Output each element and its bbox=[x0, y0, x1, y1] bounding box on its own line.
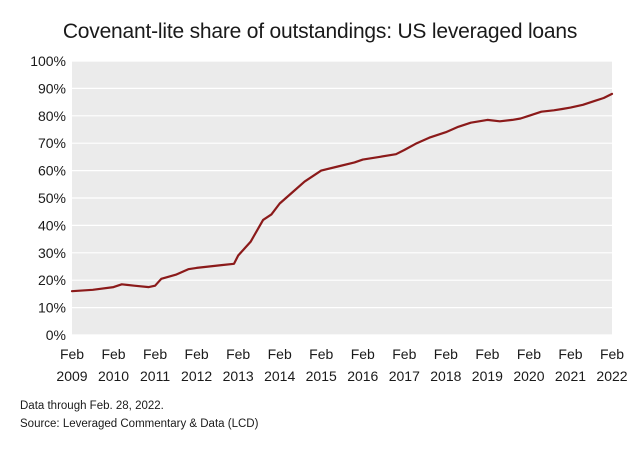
y-tick-label: 50% bbox=[38, 190, 66, 206]
y-tick-label: 0% bbox=[46, 327, 66, 343]
x-tick-month-label: Feb bbox=[558, 346, 582, 362]
x-axis-ticks: Feb 2009 Feb 2010 Feb 2011 Feb 2012 Feb 2013 Feb 20… bbox=[56, 346, 627, 384]
y-tick-label: 40% bbox=[38, 217, 66, 233]
x-tick-year-label: 2010 bbox=[98, 368, 129, 384]
x-tick-month-label: Feb bbox=[309, 346, 333, 362]
data-through-note: Data through Feb. 28, 2022. bbox=[20, 400, 164, 412]
x-tick-month-label: Feb bbox=[185, 346, 209, 362]
y-tick-label: 100% bbox=[30, 53, 66, 69]
y-tick-label: 70% bbox=[38, 135, 66, 151]
x-tick-month-label: Feb bbox=[434, 346, 458, 362]
x-tick-year-label: 2017 bbox=[389, 368, 420, 384]
x-tick-month-label: Feb bbox=[351, 346, 375, 362]
x-tick-year-label: 2015 bbox=[306, 368, 337, 384]
x-tick-year-label: 2016 bbox=[347, 368, 378, 384]
x-tick-month-label: Feb bbox=[517, 346, 541, 362]
chart-title: Covenant-lite share of outstandings: US … bbox=[62, 20, 578, 43]
series-group bbox=[70, 92, 614, 293]
y-axis-ticks: 0% 10% 20% 30% 40% 50% 60% 70% 80% 90% 100% bbox=[30, 53, 66, 343]
source-note: Source: Leveraged Commentary & Data (LCD… bbox=[20, 418, 259, 430]
y-tick-label: 80% bbox=[38, 108, 66, 124]
x-tick-month-label: Feb bbox=[392, 346, 416, 362]
x-tick-year-label: 2018 bbox=[430, 368, 461, 384]
x-tick-month-label: Feb bbox=[475, 346, 499, 362]
x-tick-month-label: Feb bbox=[268, 346, 292, 362]
grid-lines bbox=[72, 60, 612, 336]
y-tick-label: 10% bbox=[38, 300, 66, 316]
x-tick-year-label: 2020 bbox=[513, 368, 544, 384]
x-tick-year-label: 2014 bbox=[264, 368, 295, 384]
footnotes: Data through Feb. 28, 2022. Source: Leve… bbox=[20, 397, 258, 433]
x-tick-year-label: 2021 bbox=[555, 368, 586, 384]
y-tick-label: 90% bbox=[38, 80, 66, 96]
x-tick-year-label: 2022 bbox=[596, 368, 627, 384]
x-tick-month-label: Feb bbox=[226, 346, 250, 362]
x-tick-month-label: Feb bbox=[60, 346, 84, 362]
x-tick-month-label: Feb bbox=[600, 346, 624, 362]
series-line bbox=[70, 92, 614, 293]
x-tick-year-label: 2011 bbox=[140, 368, 170, 384]
x-tick-month-label: Feb bbox=[101, 346, 125, 362]
x-tick-year-label: 2012 bbox=[181, 368, 212, 384]
y-tick-label: 20% bbox=[38, 272, 66, 288]
x-tick-month-label: Feb bbox=[143, 346, 167, 362]
x-tick-year-label: 2019 bbox=[472, 368, 503, 384]
y-tick-label: 30% bbox=[38, 245, 66, 261]
x-tick-year-label: 2009 bbox=[56, 368, 87, 384]
x-tick-year-label: 2013 bbox=[223, 368, 254, 384]
y-tick-label: 60% bbox=[38, 163, 66, 179]
